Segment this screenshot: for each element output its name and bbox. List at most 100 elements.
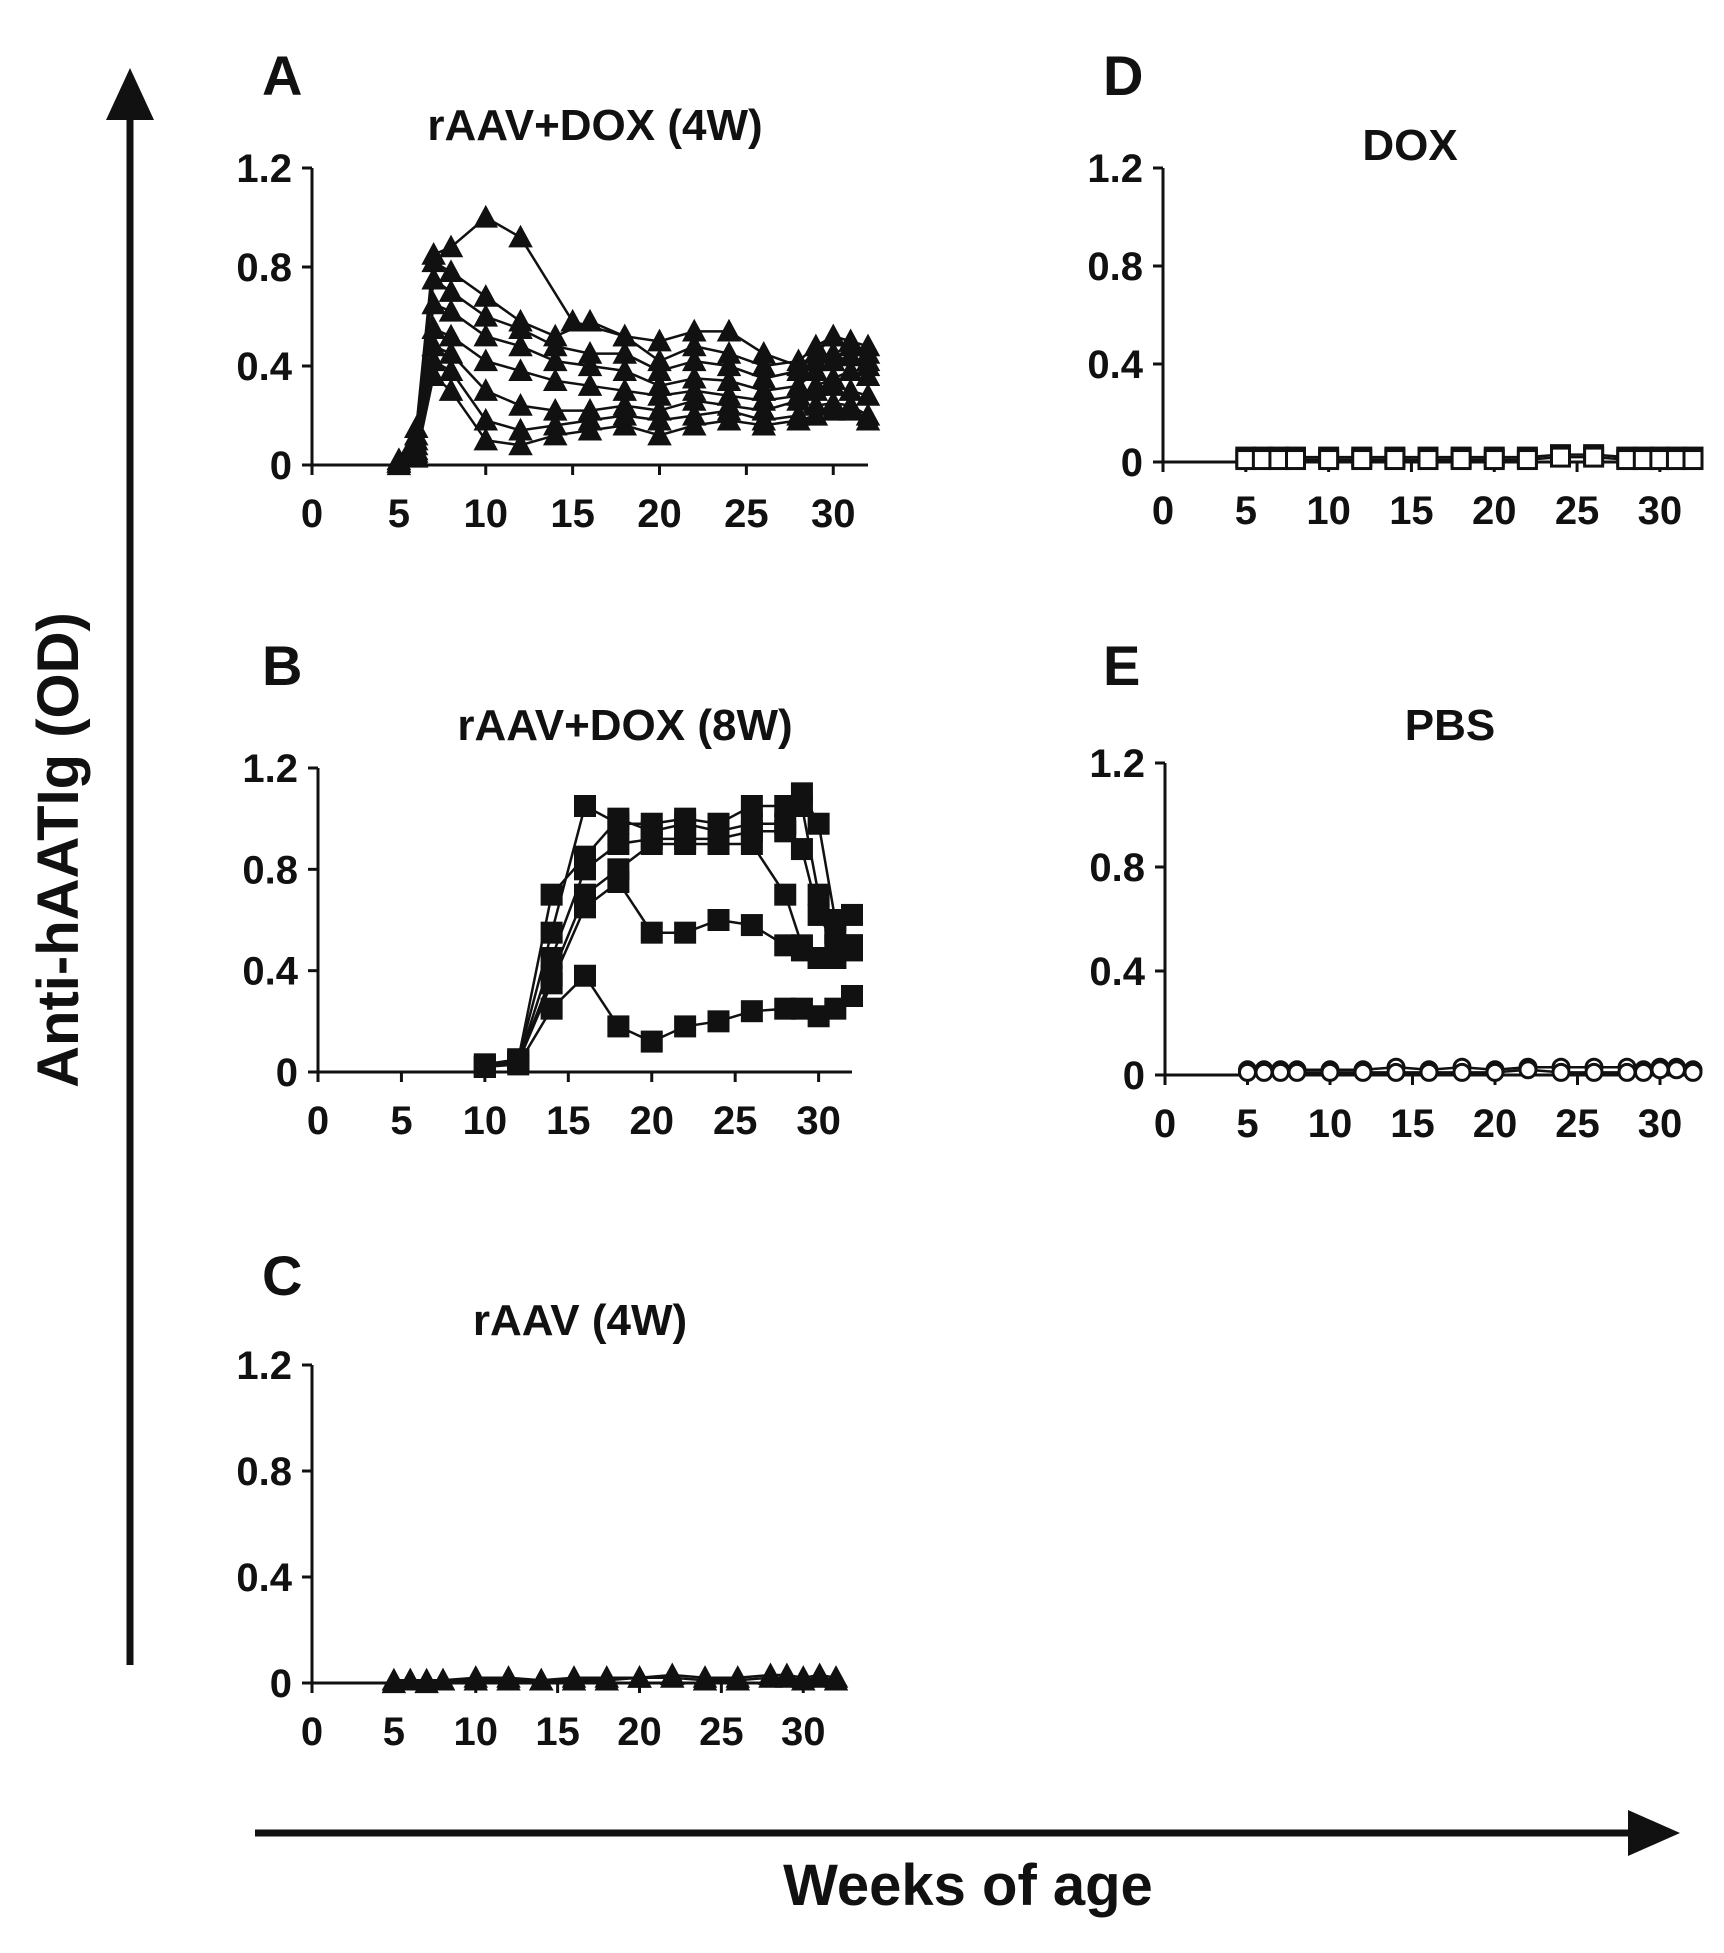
data-point: [438, 298, 464, 322]
data-point: [1318, 449, 1340, 471]
data-point: [414, 1670, 439, 1694]
global-x-axis-arrowhead: [1628, 1810, 1680, 1856]
panel-title: DOX: [1362, 121, 1457, 170]
y-tick-label: 1.2: [1087, 147, 1143, 191]
x-tick-label: 10: [1306, 489, 1351, 533]
x-tick-label: 0: [307, 1099, 329, 1143]
data-point: [607, 807, 630, 830]
data-point: [540, 883, 563, 906]
data-point: [1320, 1062, 1340, 1082]
data-point: [692, 1667, 718, 1691]
x-tick-label: 25: [1555, 489, 1600, 533]
data-point: [774, 883, 797, 906]
y-tick-label: 0.8: [236, 1450, 292, 1494]
x-tick-label: 0: [1152, 489, 1174, 533]
data-point: [1351, 449, 1373, 471]
y-tick-label: 1.2: [236, 1344, 292, 1388]
data-point: [473, 204, 499, 228]
data-point: [508, 224, 533, 248]
data-point: [1417, 449, 1439, 471]
panel-title: rAAV (4W): [473, 1296, 687, 1345]
data-point: [386, 452, 412, 476]
y-tick-label: 1.2: [236, 147, 292, 191]
data-point: [640, 921, 663, 944]
data-point: [807, 1665, 832, 1688]
panel-label: A: [262, 44, 302, 107]
data-point: [740, 914, 763, 937]
data-point: [1682, 449, 1704, 471]
data-point: [1254, 1062, 1274, 1082]
data-point: [507, 1053, 530, 1076]
x-tick-label: 20: [1472, 489, 1517, 533]
y-tick-label: 0.4: [1089, 950, 1145, 994]
data-point: [855, 383, 881, 406]
panel-title: rAAV+DOX (4W): [427, 101, 762, 150]
data-point: [1634, 1062, 1653, 1082]
data-point: [1683, 1062, 1703, 1082]
data-point: [1353, 1062, 1373, 1082]
data-point: [790, 838, 813, 861]
data-point: [473, 407, 499, 431]
x-tick-label: 0: [301, 492, 323, 536]
data-point: [824, 997, 847, 1020]
data-point: [594, 1667, 620, 1691]
data-point: [561, 1667, 587, 1691]
data-point: [807, 812, 830, 835]
data-point: [473, 284, 499, 307]
data-point: [790, 939, 813, 962]
data-point: [1287, 1062, 1307, 1082]
data-point: [823, 1667, 849, 1691]
data-point: [577, 373, 603, 396]
data-point: [607, 871, 630, 893]
data-point: [807, 1005, 830, 1028]
data-point: [560, 308, 585, 332]
data-point: [397, 1667, 423, 1691]
data-point: [421, 363, 446, 386]
x-tick-label: 10: [464, 492, 509, 536]
data-point: [574, 858, 596, 881]
x-tick-label: 0: [1154, 1102, 1176, 1146]
y-tick-label: 0.4: [242, 950, 298, 994]
data-point: [1518, 1060, 1538, 1080]
series-line-6: [484, 973, 853, 1069]
data-point: [496, 1667, 521, 1691]
data-point: [838, 397, 863, 421]
data-point: [421, 266, 446, 290]
x-tick-label: 15: [1390, 1102, 1435, 1146]
data-point: [438, 378, 464, 401]
x-tick-label: 10: [1308, 1102, 1353, 1146]
x-tick-label: 5: [390, 1099, 412, 1143]
data-point: [540, 921, 563, 944]
data-point: [807, 903, 830, 926]
y-tick-label: 0: [270, 1662, 292, 1706]
y-tick-label: 0.8: [1089, 846, 1145, 890]
data-point: [1271, 1062, 1290, 1082]
x-tick-label: 30: [811, 492, 856, 536]
data-point: [758, 1665, 783, 1688]
data-point: [774, 795, 797, 817]
data-point: [540, 972, 563, 995]
x-tick-label: 20: [637, 492, 682, 536]
data-point: [574, 896, 596, 919]
x-tick-label: 5: [388, 492, 410, 536]
y-tick-label: 0.4: [1087, 343, 1143, 387]
data-point: [381, 1670, 407, 1694]
data-point: [1285, 449, 1306, 471]
data-point: [438, 234, 464, 258]
data-point: [508, 333, 533, 357]
data-point: [647, 422, 672, 446]
data-point: [725, 1667, 751, 1691]
data-point: [1483, 449, 1505, 471]
data-point: [716, 407, 742, 431]
data-point: [430, 1667, 456, 1691]
data-point: [540, 997, 563, 1020]
y-tick-label: 1.2: [242, 747, 298, 791]
data-point: [577, 308, 603, 332]
x-tick-label: 15: [535, 1710, 580, 1754]
data-point: [659, 1665, 685, 1688]
data-point: [473, 427, 499, 451]
y-tick-label: 0.8: [236, 246, 292, 290]
data-point: [574, 964, 596, 987]
data-point: [740, 1000, 763, 1023]
